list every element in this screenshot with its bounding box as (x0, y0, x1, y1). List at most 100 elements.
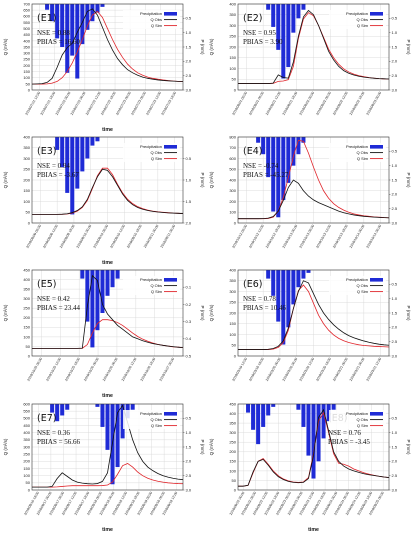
precip-bar (296, 404, 301, 410)
y-tick-label: 450 (229, 401, 236, 406)
y2-tick-label: 0.1 (186, 285, 192, 290)
legend-label-precipitation: Precipitation (346, 277, 368, 282)
y2-tick-label: 0.5 (392, 282, 398, 287)
y2-tick-label: 2.5 (392, 339, 398, 344)
legend-label-q-obs: Q Obs (356, 417, 368, 422)
y-tick-label: 50 (232, 77, 237, 82)
y-tick-label: 100 (23, 75, 30, 80)
precip-bar (95, 137, 100, 142)
x-tick-label: 2018/08/02 00:00 (298, 91, 315, 116)
y-tick-label: 350 (23, 437, 30, 442)
y-tick-label: 150 (229, 55, 236, 60)
legend-label-q-sim: Q Sim (151, 423, 163, 428)
precip-bar (80, 270, 85, 279)
y-tick-label: 100 (229, 332, 236, 337)
y-tick-label: 250 (23, 167, 30, 172)
y-tick-label: 200 (229, 199, 236, 204)
y2-tick-label: 0.5 (392, 149, 398, 154)
precip-bar (90, 4, 95, 22)
x-tick-label: 2019/10/14 00:00 (349, 224, 366, 249)
y-tick-label: 300 (23, 51, 30, 56)
y-tick-label: 400 (23, 277, 30, 282)
y-tick-label: 300 (23, 296, 30, 301)
x-tick-label: 2019/03/20 00:00 (265, 357, 282, 382)
x-tick-label: 2018/07/23 06:00 (130, 91, 147, 116)
y-tick-label: 300 (229, 289, 236, 294)
y-tick-label: 50 (26, 480, 31, 485)
y-tick-label: 200 (229, 44, 236, 49)
x-tick-label: 2019/10/12 18:00 (265, 224, 282, 249)
x-tick-label: 2018/08/01 00:00 (231, 91, 248, 116)
y2-tick-label: 2.5 (186, 73, 192, 78)
y-tick-label: 250 (23, 452, 30, 457)
precip-bar (276, 270, 281, 322)
x-tick-label: 2018/07/23 12:00 (145, 91, 162, 116)
y-tick-label: 350 (23, 145, 30, 150)
pbias-label: PBIAS = -3.67 (37, 171, 79, 179)
precip-bar (271, 270, 276, 296)
q-sim-line (32, 10, 184, 85)
precip-bar (286, 270, 291, 328)
precip-bar (296, 137, 301, 155)
y-tick-label: 550 (23, 20, 30, 25)
precip-bar (50, 404, 55, 413)
pbias-label: PBIAS = -45.27 (243, 171, 289, 179)
y-tick-label: 150 (23, 188, 30, 193)
y-tick-label: 150 (23, 325, 30, 330)
y-tick-label: 350 (229, 12, 236, 17)
panel-title: (E6) (243, 279, 262, 290)
panel-title: (E2) (243, 13, 262, 24)
q-sim-line (32, 463, 184, 488)
precip-bar (261, 137, 266, 155)
x-axis-label: time (102, 127, 113, 133)
precip-bar (251, 404, 256, 430)
x-tick-label: 2018/07/23 00:00 (115, 91, 132, 116)
hydrograph-panel-e7: 0501001502002503003504004505005506002019… (3, 401, 205, 533)
y2-tick-label: 2.0 (392, 192, 398, 197)
y-tick-label: 0 (234, 353, 237, 358)
nse-label: NSE = -0.74 (243, 162, 279, 170)
y-tick-label: 350 (229, 421, 236, 426)
y2-tick-label: 2.0 (392, 459, 398, 464)
plot-frame (31, 403, 184, 491)
y-tick-label: 250 (23, 306, 30, 311)
q-obs-line (32, 274, 184, 349)
y-tick-label: 100 (23, 473, 30, 478)
y-tick-label: 50 (26, 210, 31, 215)
y-tick-label: 0 (28, 487, 31, 492)
y2-tick-label: 2.0 (186, 459, 192, 464)
q-obs-line (32, 168, 184, 215)
legend-swatch-precipitation (370, 12, 383, 16)
precip-bar (60, 137, 65, 168)
y-tick-label: 0 (28, 87, 31, 92)
y2-tick-label: 1.5 (186, 444, 192, 449)
precip-bar (105, 270, 110, 296)
y-tick-label: 50 (232, 343, 237, 348)
y2-axis-label: P (mm) (200, 306, 205, 321)
q-obs-line (238, 408, 390, 487)
plot-frame (31, 3, 184, 91)
x-tick-label: 2019/10/25 18:00 (64, 357, 81, 382)
y2-tick-label: 3.0 (392, 353, 398, 358)
x-tick-label: 2018/08/02 06:00 (315, 91, 332, 116)
y-tick-label: 600 (23, 401, 30, 406)
y2-tick-label: 2.5 (392, 473, 398, 478)
precip-bar (316, 404, 321, 462)
x-tick-label: 2018/07/22 18:00 (100, 91, 117, 116)
legend-swatch-precipitation (164, 278, 177, 282)
y-axis-label: Q (m³/s) (209, 171, 214, 188)
y2-tick-label: 1.5 (186, 44, 192, 49)
pbias-label: PBIAS = 16.60 (37, 38, 81, 46)
y-tick-label: 50 (26, 344, 31, 349)
y-tick-label: 450 (23, 267, 30, 272)
hydrograph-panel-e2: 0 50 100 150 200 250 300 350 400 2018/08/01 00:00… (209, 1, 411, 116)
y2-tick-label: 1.0 (392, 430, 398, 435)
y-tick-label: 500 (23, 416, 30, 421)
y2-tick-label: 2.5 (392, 73, 398, 78)
precip-bar (296, 270, 301, 288)
